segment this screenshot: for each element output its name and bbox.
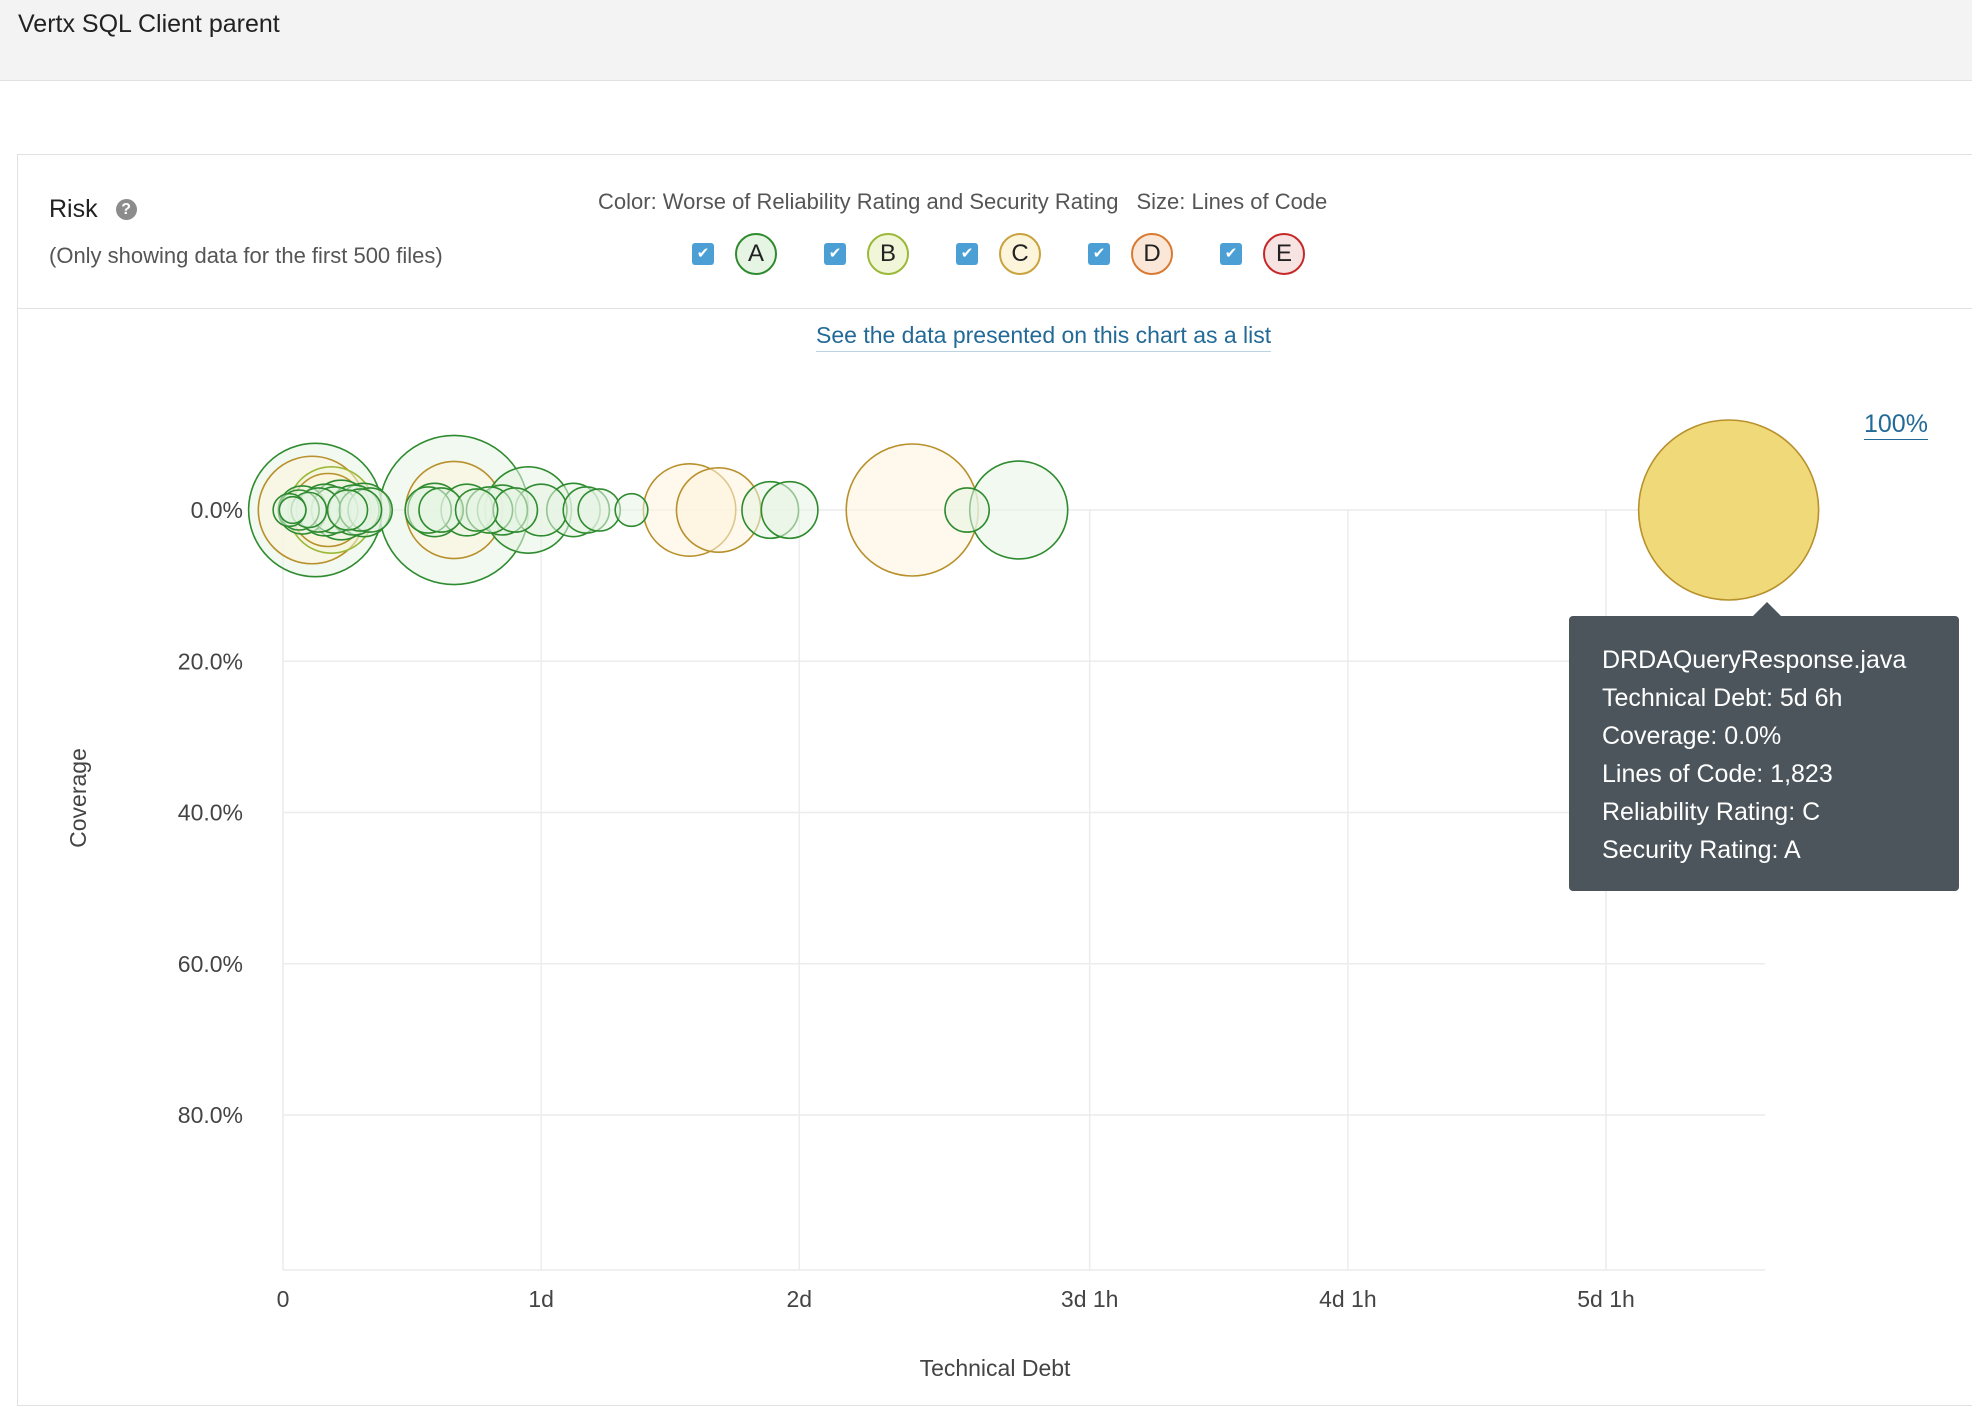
tooltip-file: DRDAQueryResponse.java: [1602, 646, 1907, 674]
y-tick-label: 60.0%: [178, 951, 243, 977]
rating-badge-a: A: [735, 233, 777, 275]
y-tick-label: 80.0%: [178, 1102, 243, 1128]
bubble: [577, 488, 622, 532]
bubble: [326, 489, 369, 531]
bubble: [492, 487, 539, 533]
x-tick-label: 0: [277, 1286, 290, 1312]
x-axis-title: Technical Debt: [920, 1355, 1071, 1381]
x-tick-label: 4d 1h: [1319, 1286, 1377, 1312]
project-header: Vertx SQL Client parent: [0, 0, 1972, 81]
bubble-tooltip: DRDAQueryResponse.java Technical Debt: 5…: [1569, 602, 1959, 891]
color-caption: Color: Worse of Reliability Rating and S…: [598, 189, 1119, 214]
y-axis-title: Coverage: [65, 748, 91, 848]
x-tick-label: 3d 1h: [1061, 1286, 1119, 1312]
legend-caption: Color: Worse of Reliability Rating and S…: [598, 189, 1327, 215]
checkbox-icon[interactable]: ✔: [1088, 243, 1110, 265]
risk-title: Risk: [49, 195, 98, 223]
tooltip-technical-debt: Technical Debt: 5d 6h: [1602, 684, 1843, 712]
risk-note: (Only showing data for the first 500 fil…: [49, 243, 443, 268]
risk-panel-header: Risk ? (Only showing data for the first …: [18, 155, 1972, 309]
y-tick-label: 40.0%: [178, 800, 243, 826]
y-tick-label: 0.0%: [191, 497, 243, 523]
rating-filter-c[interactable]: ✔ C: [956, 233, 1041, 275]
tooltip-security: Security Rating: A: [1602, 836, 1801, 864]
tooltip-coverage: Coverage: 0.0%: [1602, 722, 1782, 750]
checkbox-icon[interactable]: ✔: [692, 243, 714, 265]
tooltip-reliability: Reliability Rating: C: [1602, 798, 1821, 826]
risk-title-wrap: Risk ?: [49, 195, 137, 224]
project-title[interactable]: Vertx SQL Client parent: [18, 10, 280, 38]
x-tick-label: 2d: [786, 1286, 812, 1312]
x-tick-label: 5d 1h: [1577, 1286, 1635, 1312]
chart-as-list-link[interactable]: See the data presented on this chart as …: [816, 322, 1272, 352]
bubble: [760, 480, 819, 540]
bubble: [614, 492, 649, 528]
y-tick-label: 20.0%: [178, 648, 243, 674]
rating-filter-d[interactable]: ✔ D: [1088, 233, 1173, 275]
checkbox-icon[interactable]: ✔: [1220, 243, 1242, 265]
tooltip-lines-of-code: Lines of Code: 1,823: [1602, 760, 1833, 788]
rating-badge-c: C: [999, 233, 1041, 275]
size-caption: Size: Lines of Code: [1136, 189, 1328, 214]
rating-filter-a[interactable]: ✔ A: [692, 233, 777, 275]
zoom-reset-link[interactable]: 100%: [1864, 410, 1928, 440]
checkbox-icon[interactable]: ✔: [824, 243, 846, 265]
rating-badge-b: B: [867, 233, 909, 275]
bubble: [454, 488, 499, 532]
rating-badge-d: D: [1131, 233, 1173, 275]
question-circle-icon[interactable]: ?: [115, 199, 137, 220]
x-tick-label: 1d: [528, 1286, 554, 1312]
checkbox-icon[interactable]: ✔: [956, 243, 978, 265]
bubble: [278, 495, 307, 525]
rating-filter-e[interactable]: ✔ E: [1220, 233, 1305, 275]
rating-badge-e: E: [1263, 233, 1305, 275]
bubble-highlighted: [1637, 419, 1820, 601]
rating-filter-b[interactable]: ✔ B: [824, 233, 909, 275]
bubble: [944, 487, 990, 533]
